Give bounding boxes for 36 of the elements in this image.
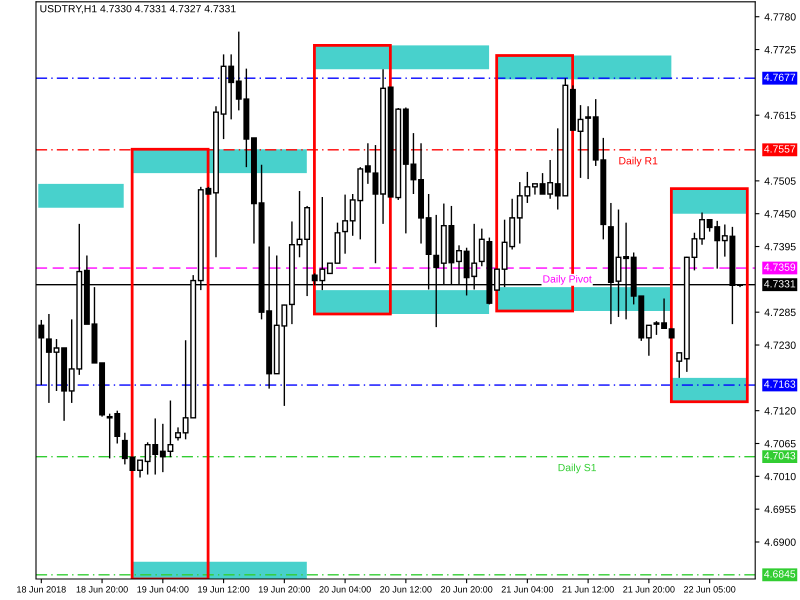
annotation: Daily Pivot — [543, 274, 592, 285]
y-tick-label: 4.7285 — [764, 308, 796, 316]
x-tick-label: 18 Jun 2018 — [17, 586, 66, 593]
x-tick-label: 20 Jun 04:00 — [319, 586, 371, 593]
ref-line-label: 4.6845 — [764, 570, 796, 578]
ref-line-label: 4.7163 — [764, 380, 796, 388]
x-tick-label: 20 Jun 12:00 — [380, 586, 432, 593]
x-tick-label: 21 Jun 12:00 — [562, 586, 614, 593]
y-tick-label: 4.7065 — [764, 440, 796, 448]
x-tick-label: 19 Jun 04:00 — [137, 586, 189, 593]
chart-title: USDTRY,H1 4.7330 4.7331 4.7327 4.7331 — [40, 4, 236, 14]
x-tick-label: 18 Jun 20:00 — [76, 586, 128, 593]
y-tick-label: 4.7010 — [764, 472, 796, 480]
y-tick-label: 4.7615 — [764, 112, 796, 120]
ref-line-label: 4.7331 — [764, 280, 796, 288]
ref-line-label: 4.7359 — [764, 263, 796, 271]
x-tick-label: 19 Jun 20:00 — [258, 586, 310, 593]
y-tick-label: 4.7450 — [764, 210, 796, 218]
y-tick-label: 4.7120 — [764, 407, 796, 415]
annotation: Daily R1 — [619, 156, 658, 166]
x-tick-label: 21 Jun 20:00 — [623, 586, 675, 593]
y-tick-label: 4.7780 — [764, 13, 796, 21]
annotation: Daily S1 — [558, 464, 596, 474]
x-tick-label: 21 Jun 04:00 — [502, 586, 554, 593]
ref-line-label: 4.7043 — [764, 452, 796, 460]
ref-line-label: 4.7557 — [764, 145, 796, 153]
y-tick-label: 4.7395 — [764, 243, 796, 250]
ref-line-label: 4.7677 — [764, 74, 796, 81]
y-tick-label: 4.7505 — [764, 177, 796, 185]
y-tick-label: 4.7230 — [764, 342, 796, 349]
x-tick-label: 19 Jun 12:00 — [198, 586, 250, 593]
y-tick-label: 4.7725 — [764, 46, 796, 54]
y-tick-label: 4.6955 — [764, 506, 796, 514]
y-tick-label: 4.6900 — [764, 538, 796, 546]
x-tick-label: 22 Jun 05:00 — [684, 586, 736, 593]
x-tick-label: 20 Jun 20:00 — [440, 586, 492, 593]
